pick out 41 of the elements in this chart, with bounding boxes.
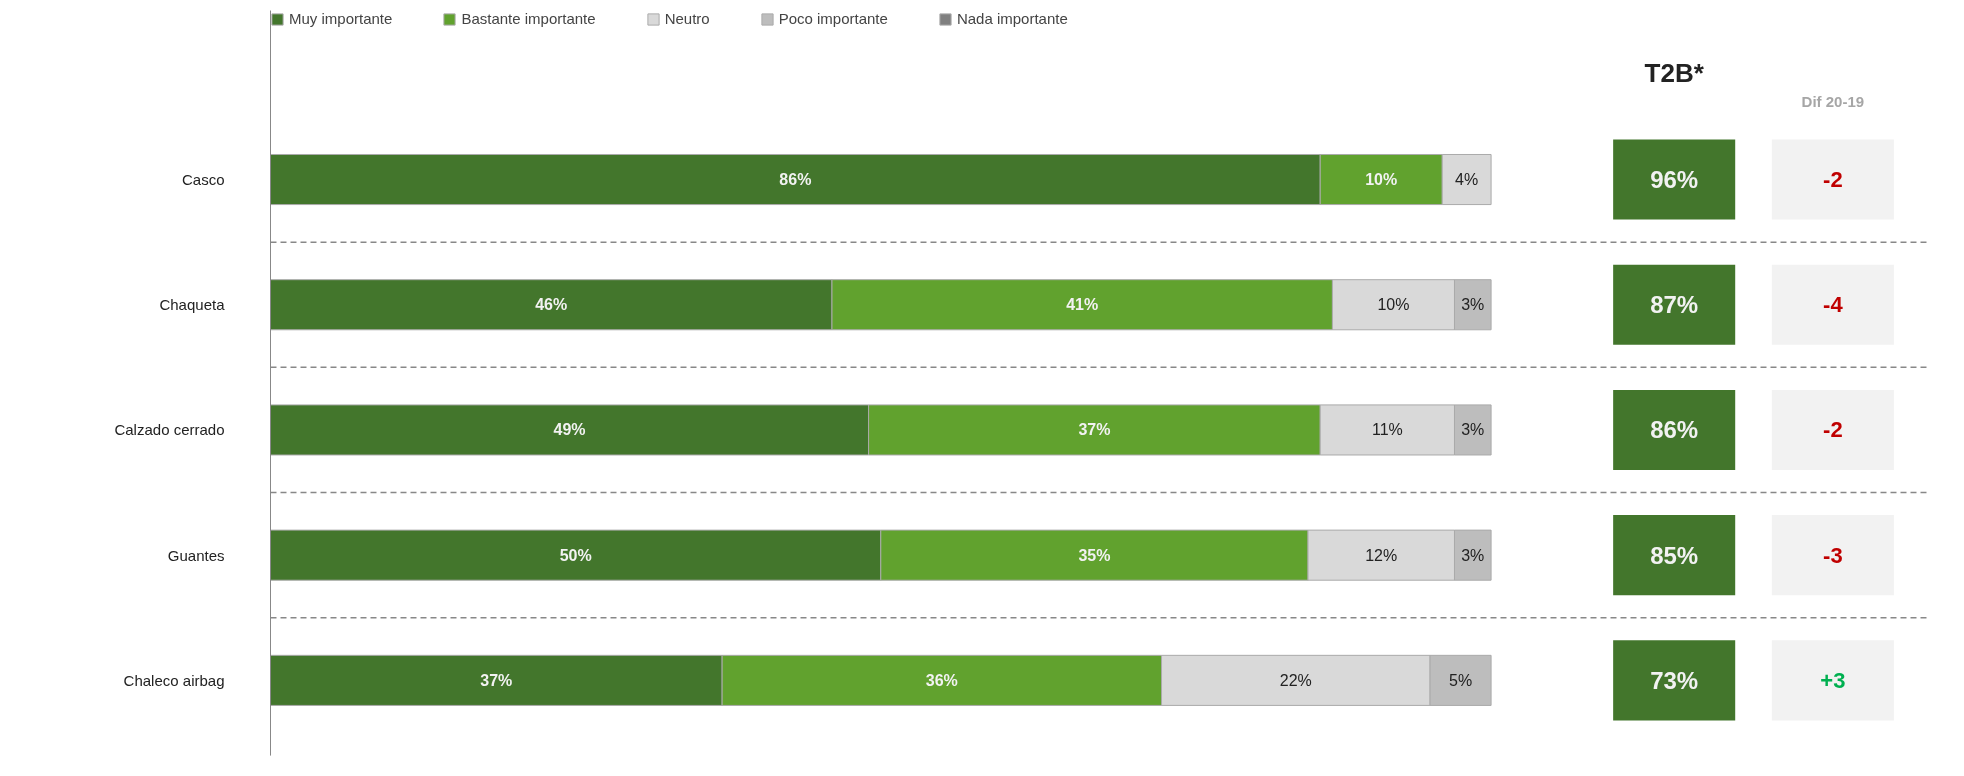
data-label: 22%: [1279, 671, 1312, 689]
data-label: 4%: [1455, 171, 1479, 189]
data-label: 35%: [1078, 546, 1111, 564]
text: 96%: [1650, 166, 1699, 194]
data-label: 3%: [1461, 546, 1485, 564]
data-label: 37%: [480, 671, 513, 689]
data-label: 12%: [1365, 546, 1398, 564]
y-tick-label: Chaqueta: [159, 296, 226, 314]
data-label: 10%: [1377, 296, 1410, 314]
data-label: 3%: [1461, 296, 1485, 314]
text: 87%: [1650, 291, 1699, 319]
text: 73%: [1650, 666, 1699, 694]
data-label: 46%: [535, 296, 568, 314]
data-label: 86%: [779, 171, 812, 189]
y-tick-label: Calzado cerrado: [114, 421, 225, 439]
data-label: 49%: [553, 421, 586, 439]
data-label: 50%: [559, 546, 592, 564]
data-label: 41%: [1066, 296, 1099, 314]
y-tick-label: Chaleco airbag: [123, 671, 225, 689]
data-label: 10%: [1365, 171, 1398, 189]
text: -2: [1823, 167, 1843, 193]
data-label: 11%: [1371, 421, 1403, 439]
y-tick-label: Guantes: [167, 546, 225, 564]
data-label: 36%: [925, 671, 958, 689]
text: -3: [1823, 542, 1843, 568]
text: T2B*: [1644, 58, 1705, 89]
legend-label: Bastante importante: [461, 10, 596, 27]
legend-label: Nada importante: [956, 10, 1068, 27]
legend-label: Neutro: [664, 10, 710, 27]
y-tick-label: Casco: [181, 171, 225, 189]
data-label: 3%: [1461, 421, 1485, 439]
text: -4: [1823, 292, 1844, 318]
text: 86%: [1650, 416, 1699, 444]
text: 85%: [1650, 541, 1699, 569]
text: +3: [1820, 667, 1846, 693]
legend-label: Poco importante: [778, 10, 888, 27]
legend-label: Muy importante: [289, 10, 393, 27]
data-label: 37%: [1078, 421, 1111, 439]
text: -2: [1823, 417, 1843, 443]
data-label: 5%: [1449, 671, 1473, 689]
text: Dif 20-19: [1801, 93, 1865, 111]
